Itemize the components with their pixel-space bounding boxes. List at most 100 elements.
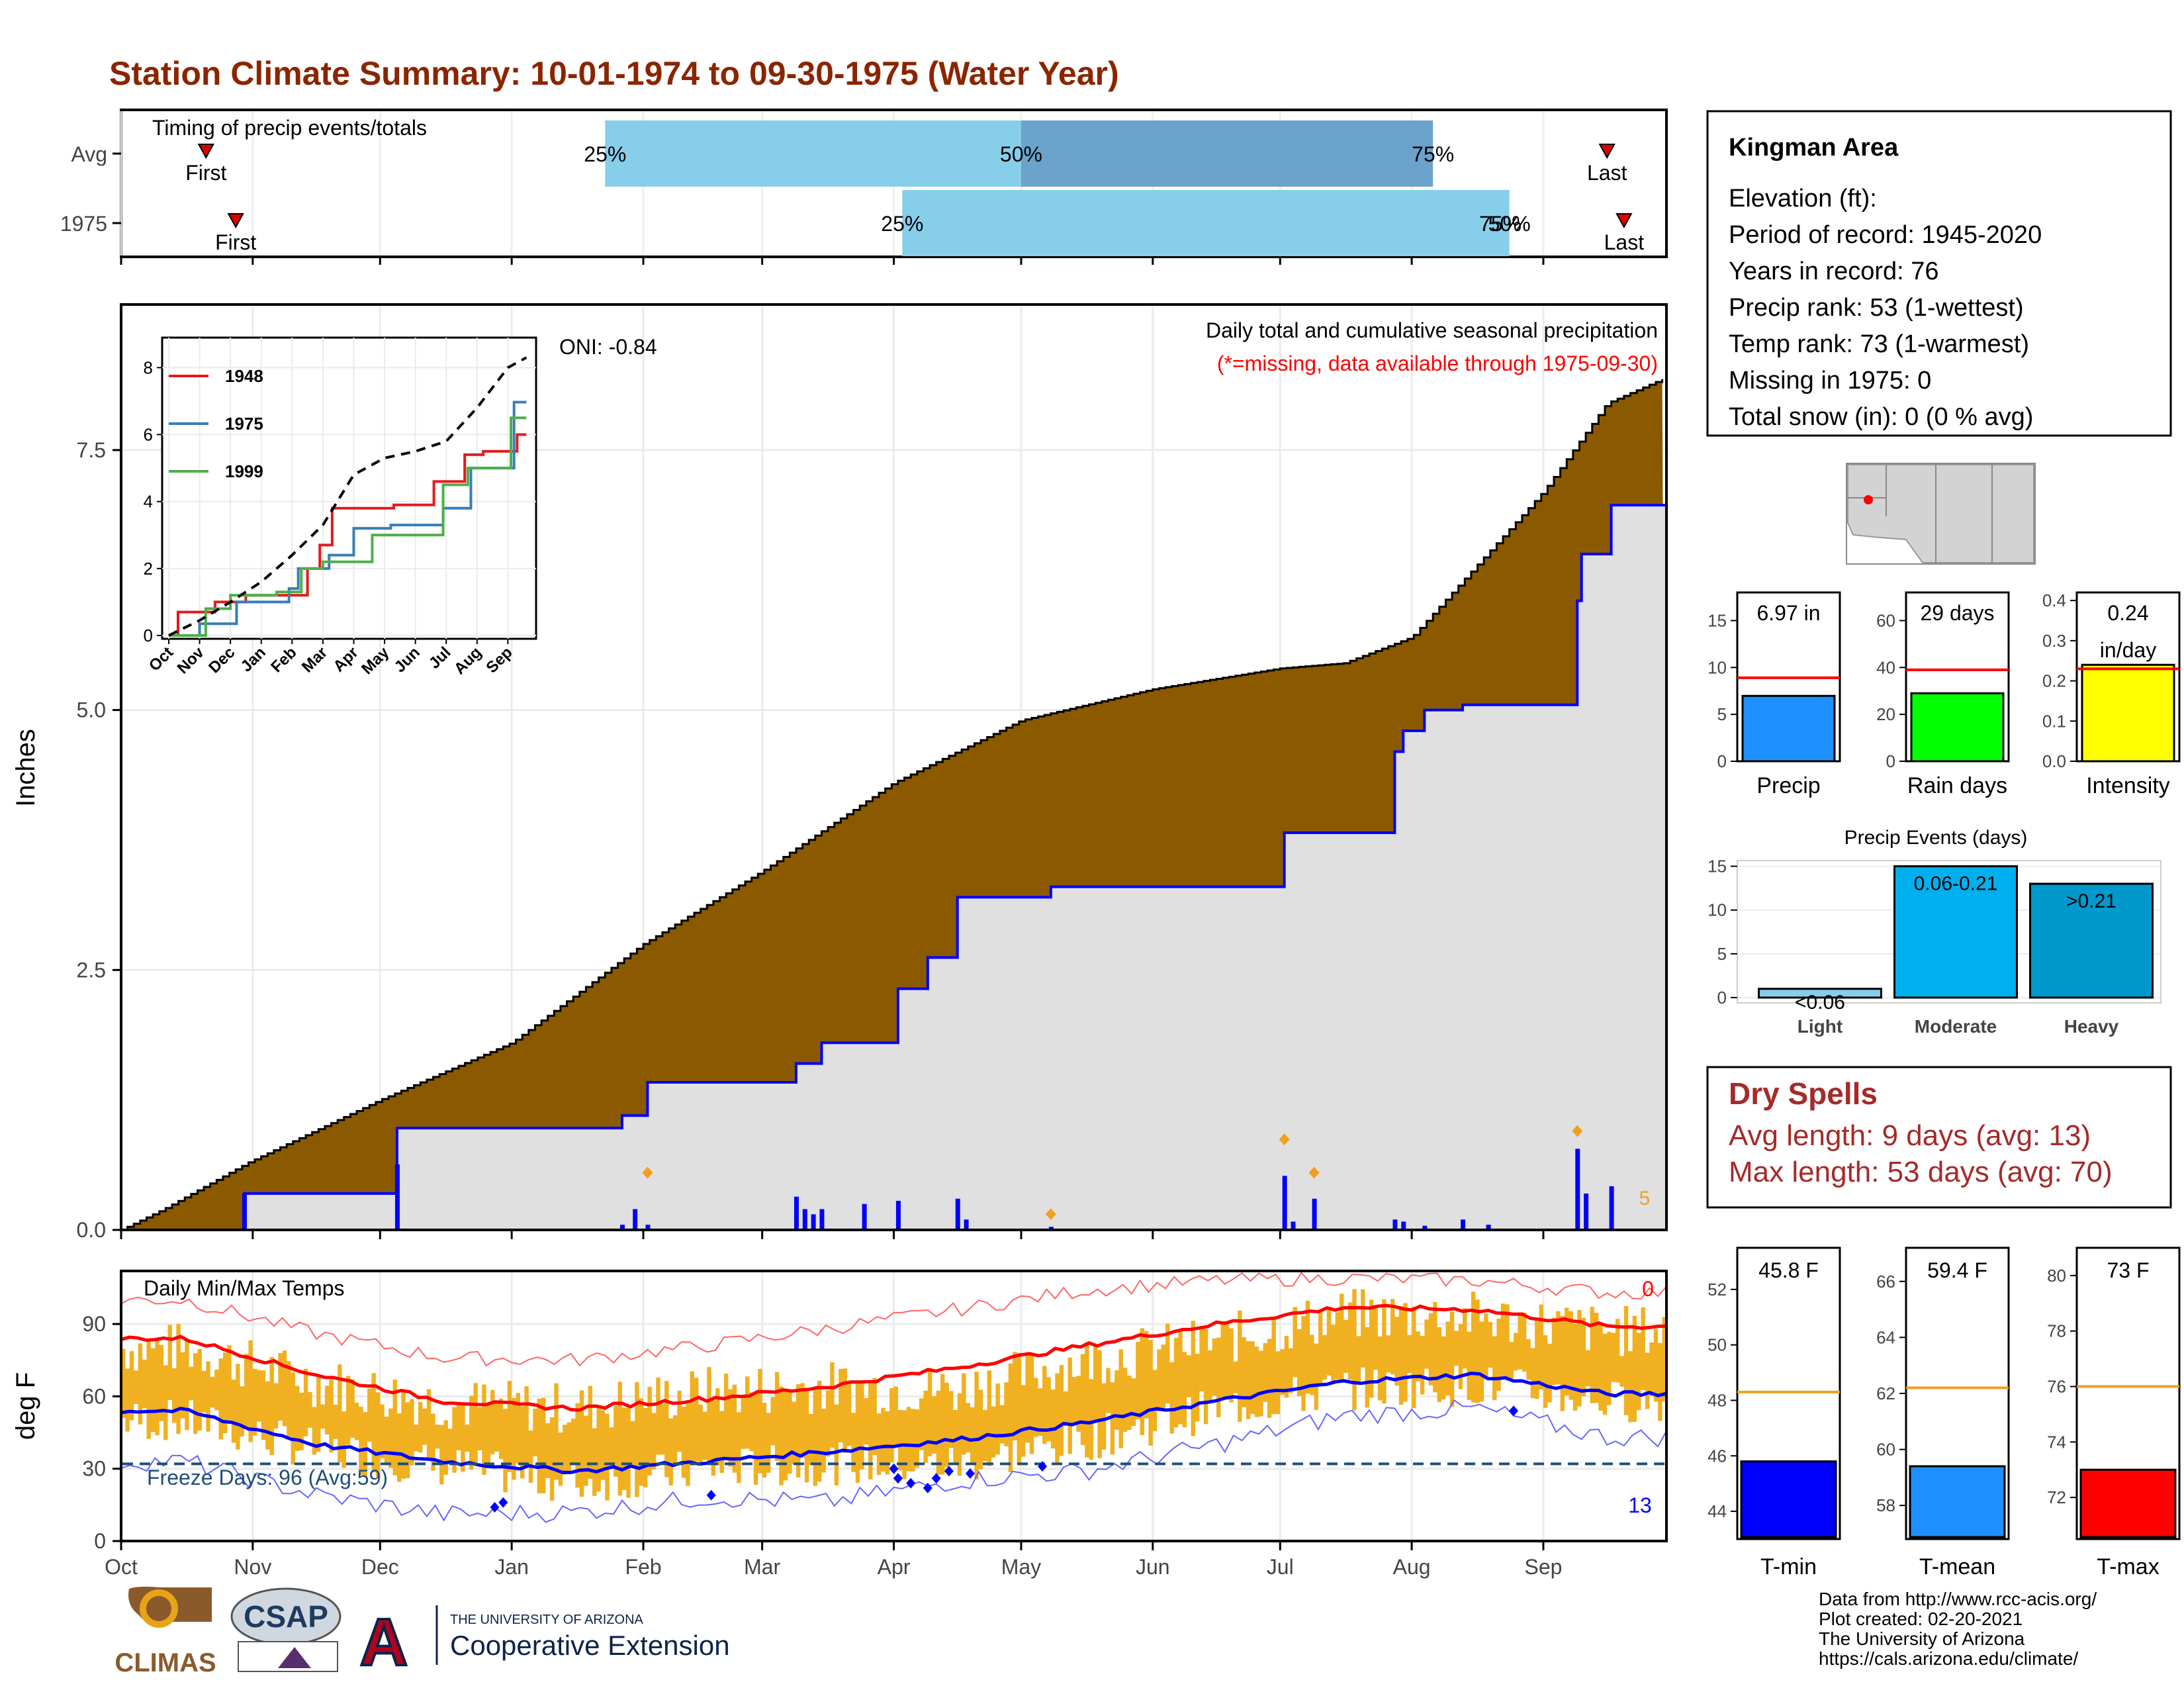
- inset-series-1975: [169, 400, 527, 637]
- inset-legend-label: 1948: [225, 366, 263, 386]
- precip-desc-line2: (*=missing, data available through 1975-…: [1217, 352, 1658, 375]
- temp-panel-title: Daily Min/Max Temps: [144, 1276, 344, 1300]
- summary-bar-intensity: 0.24 in/day 0.0 0.1 0.2 0.3 0.4 Intensity: [2042, 590, 2181, 798]
- dry-spells-box: Dry Spells Avg length: 9 days (avg: 13) …: [1706, 1066, 2172, 1209]
- summary-bar-ytick-label: 40: [1876, 657, 1895, 677]
- inset-ytick-label: 0: [144, 626, 153, 645]
- dry-spells-avg: Avg length: 9 days (avg: 13): [1729, 1119, 2091, 1152]
- temp-top-count: 0: [1642, 1277, 1654, 1301]
- footer-credit-line: https://cals.arizona.edu/climate/: [1819, 1648, 2078, 1669]
- temp-bar-label: T-min: [1760, 1554, 1817, 1579]
- csap-logo: CSAP: [230, 1587, 341, 1672]
- timing-last-label: Last: [1587, 161, 1627, 185]
- summary-bar-ytick-label: 15: [1707, 611, 1727, 631]
- station-info-line: Total snow (in): 0 (0 % avg): [1729, 403, 2033, 431]
- summary-bar-value-label: 29 days: [1920, 601, 1994, 625]
- record-low-marker: [893, 1473, 903, 1484]
- temp-panel: 0 30 60 90 Oct Nov Dec Jan Feb Mar Apr May Jun Jul Au…: [11, 1270, 1668, 1579]
- summary-bar-value: [1910, 692, 2005, 763]
- daily-precip-bar: [819, 1209, 825, 1230]
- map-land: [1847, 464, 2034, 563]
- temp-bottom-count: 13: [1628, 1493, 1652, 1517]
- temp-bar-value: [1740, 1460, 1837, 1538]
- daily-precip-bar: [619, 1225, 625, 1230]
- timing-bar-50-75: [1021, 120, 1433, 187]
- timing-bar-25-50: [605, 120, 1021, 187]
- freeze-days-label: Freeze Days: 96 (Avg:59): [147, 1466, 388, 1489]
- precip-ytick-label: 5.0: [77, 698, 106, 722]
- temp-bar-value: [2079, 1468, 2177, 1538]
- daily-precip-bar: [955, 1198, 960, 1230]
- daily-precip-bar: [1461, 1219, 1466, 1230]
- summary-bar-value-label: 6.97 in: [1756, 601, 1820, 625]
- temp-xtick-label: Oct: [105, 1555, 138, 1579]
- events-ytick-label: 15: [1707, 857, 1727, 876]
- record-low-marker: [490, 1502, 500, 1513]
- dry-spells-max: Max length: 53 days (avg: 70): [1729, 1156, 2113, 1188]
- timing-row: Avg 25% 50% 75% First Last: [71, 120, 1627, 187]
- page-title: Station Climate Summary: 10-01-1974 to 0…: [109, 55, 1119, 92]
- temp-bar-ytick-label: 50: [1707, 1335, 1727, 1355]
- timing-p25-label: 25%: [584, 142, 626, 166]
- temp-bar-ytick-label: 52: [1707, 1280, 1727, 1299]
- temp-bar-ytick-label: 46: [1707, 1446, 1727, 1466]
- inset-frame: [161, 336, 537, 640]
- precip-ytick-label: 7.5: [77, 438, 106, 462]
- temp-bar-value-label: 73 F: [2107, 1258, 2149, 1282]
- station-info-line: Missing in 1975: 0: [1729, 367, 1931, 395]
- locator-map: [1846, 463, 2036, 565]
- csap-wordmark: CSAP: [244, 1599, 328, 1634]
- daily-precip-bar: [964, 1219, 969, 1230]
- temp-xtick-label: Jan: [494, 1555, 529, 1579]
- events-category-label: Moderate: [1915, 1016, 1997, 1037]
- timing-p25-label: 25%: [881, 212, 923, 236]
- footer-credits: Data from http://www.rcc-acis.org/Plot c…: [1819, 1589, 2097, 1669]
- temp-ytick-label: 60: [82, 1384, 106, 1408]
- daily-precip-bar: [633, 1209, 638, 1230]
- temp-bar-t-min: 45.8 F 44 46 48 50 52 T-min: [1707, 1246, 1841, 1579]
- precip-ylabel: Inches: [11, 729, 40, 807]
- footer-credit-line: The University of Arizona: [1819, 1628, 2025, 1649]
- temp-xtick-label: Jun: [1136, 1555, 1170, 1579]
- summary-bar-value-label2: in/day: [2100, 638, 2156, 662]
- cumulative-1975-line: [121, 504, 1666, 1231]
- timing-p75-label: 75%: [1412, 142, 1454, 166]
- precip-count-label: 5: [1639, 1188, 1651, 1209]
- events-ytick-label: 10: [1707, 900, 1727, 920]
- timing-row-label: Avg: [71, 142, 107, 166]
- timing-row-label: 1975: [60, 212, 107, 236]
- normal-min-line: [120, 1372, 1667, 1474]
- record-low-marker: [706, 1489, 716, 1501]
- temp-xtick-label: Dec: [361, 1555, 399, 1579]
- record-low-marker: [931, 1473, 941, 1484]
- daily-precip-bar: [1584, 1194, 1589, 1230]
- daily-precip-bar: [1291, 1221, 1296, 1230]
- temp-bar-ytick-label: 72: [2047, 1487, 2066, 1507]
- record-min-line: [120, 1399, 1667, 1523]
- dry-spells-frame: [1706, 1066, 2172, 1209]
- daily-precip-bar: [1282, 1176, 1287, 1230]
- daily-precip-bar: [862, 1203, 867, 1230]
- events-category-label: Heavy: [2064, 1016, 2119, 1037]
- precip-extreme-marker: [1279, 1133, 1290, 1146]
- station-info-line: Years in record: 76: [1729, 258, 1939, 285]
- precip-ytick-label: 2.5: [77, 958, 106, 982]
- daily-precip-bar: [394, 1164, 400, 1230]
- timing-first-marker: [227, 213, 244, 229]
- inset-ytick-label: 4: [144, 492, 153, 512]
- events-bar-light: [1758, 988, 1882, 999]
- summary-bar-label: Precip: [1756, 773, 1820, 798]
- station-location-marker: [1864, 495, 1873, 504]
- inset-legend-label: 1975: [225, 414, 263, 434]
- summary-bar-ytick-label: 10: [1707, 657, 1727, 677]
- temp-ytick-label: 0: [94, 1529, 106, 1553]
- daily-precip-bar: [1392, 1219, 1398, 1230]
- record-low-marker: [965, 1468, 975, 1479]
- station-info: Kingman Area Elevation (ft): Period of re…: [1706, 110, 2172, 437]
- precip-ytick-label: 0.0: [77, 1218, 106, 1242]
- map-state-borders: [1848, 465, 1993, 563]
- daily-precip-bar: [645, 1225, 651, 1230]
- events-bar-moderate: [1893, 865, 2018, 999]
